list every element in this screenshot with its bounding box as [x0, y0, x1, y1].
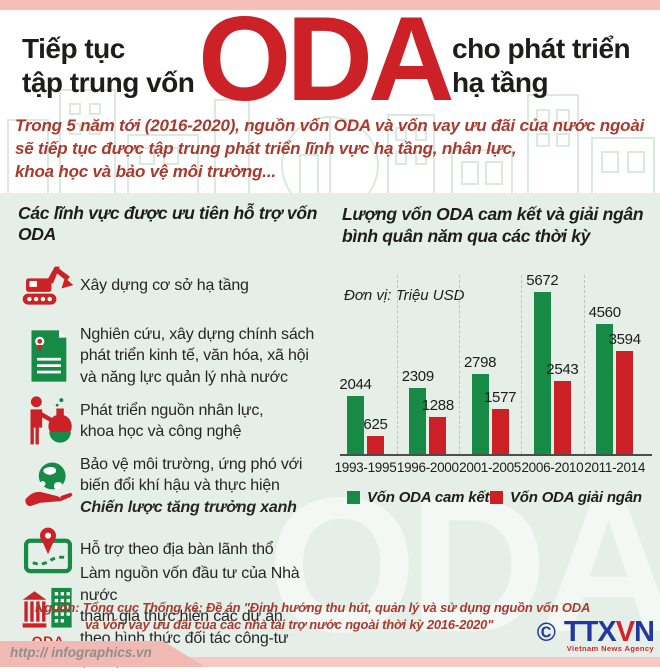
sector-item-infrastructure: Xây dựng cơ sở hạ tầng: [16, 261, 334, 311]
legend-entry: Vốn ODA cam kết: [347, 489, 490, 506]
sector-item-ppp: ODA Làm nguồn vốn đầu tư của Nhà nước th…: [16, 565, 334, 668]
bar-value-label: 2543: [546, 361, 579, 379]
ttxvn-logo-text: TTXVN: [563, 616, 655, 648]
bar-Vốn ODA cam kết: 2798: [464, 354, 496, 454]
bar-Vốn ODA giải ngân: 625: [363, 416, 388, 454]
bar-chart: Đơn vị: Triệu USD 2044 625 1993-1995 2309 12…: [335, 257, 656, 477]
source-note: Nguồn: Tổng cục Thống kê; Đề án "Định hư…: [35, 599, 590, 633]
bar-value-label: 1288: [421, 397, 454, 415]
source-line: và vốn vay ưu đãi của các nhà tài trợ nư…: [85, 617, 494, 632]
bar-value-label: 2044: [339, 375, 372, 393]
legend-label: Vốn ODA cam kết: [367, 489, 490, 506]
oda-watermark: ODA: [267, 457, 660, 672]
legend-swatch: [490, 491, 503, 504]
ttxvn-logo: TTXVN Vietnam News Agency: [563, 616, 655, 653]
page-title-oda: ODA: [198, 10, 455, 126]
sector-item-text-emphasis: Chiến lược tăng trưởng xanh: [80, 498, 297, 516]
chart-title: Lượng vốn ODA cam kết và giải ngân bình …: [342, 204, 644, 246]
agency-name: Vietnam News Agency: [566, 644, 654, 653]
bar-Vốn ODA cam kết: 2044: [339, 376, 372, 454]
sector-item-policy: Nghiên cứu, xây dựng chính sách phát tri…: [16, 323, 334, 389]
sectors-heading: Các lĩnh vực được ưu tiên hỗ trợ vốn ODA: [18, 203, 318, 244]
certificate-icon: [16, 328, 80, 384]
category-label: 1996-2000: [396, 460, 459, 475]
bar-value-label: 2309: [401, 368, 434, 386]
globe-hand-icon: [16, 459, 80, 513]
logo-letter: X: [597, 616, 616, 648]
sector-item-text: Xây dựng cơ sở hạ tầng: [80, 277, 249, 295]
source-line: Nguồn: Tổng cục Thống kê; Đề án "Định hư…: [35, 600, 591, 615]
agency-branding: © TTXVN Vietnam News Agency: [536, 616, 655, 653]
sector-item-text: Bảo vệ môi trường, ứng phó với biến đổi …: [80, 432, 302, 540]
sector-item-text-main: Bảo vệ môi trường, ứng phó với biến đổi …: [80, 455, 303, 495]
category-label: 1993-1995: [334, 460, 397, 475]
oda-chart-section: Lượng vốn ODA cam kết và giải ngân bình …: [335, 201, 656, 506]
logo-letter: N: [634, 616, 655, 648]
city-skyline-illustration: [7, 89, 655, 193]
bar-group-2011-2014: 4560 3594: [589, 304, 641, 454]
chart-unit-label: Đơn vị: Triệu USD: [344, 287, 465, 304]
logo-letter: T: [580, 616, 599, 648]
category-label: 2001-2005: [459, 460, 522, 475]
page-title-right: cho phát triển hạ tầng: [452, 32, 631, 100]
main-content: ODA Các lĩnh vực được ưu tiên hỗ trợ vốn…: [0, 193, 660, 672]
sector-item-text: Nghiên cứu, xây dựng chính sách phát tri…: [80, 325, 315, 386]
bar-Vốn ODA giải ngân: 3594: [609, 331, 641, 454]
sector-item-text: Làm nguồn vốn đầu tư của Nhà nước tham g…: [80, 565, 300, 668]
chart-gridline: [583, 275, 585, 454]
bar-Vốn ODA cam kết: 4560: [589, 304, 621, 454]
intro-paragraph: Trong 5 năm tới (2016-2020), nguồn vốn O…: [15, 116, 645, 181]
bar-Vốn ODA giải ngân: 1577: [484, 389, 516, 454]
title-line: tập trung vốn: [22, 67, 195, 98]
bar-group-1993-1995: 2044 625: [339, 376, 388, 454]
bar-value-label: 2798: [464, 354, 497, 372]
chart-gridline: [396, 275, 398, 454]
category-label: 2011-2014: [584, 460, 646, 475]
bar-value-label: 1577: [484, 388, 517, 406]
bar-Vốn ODA cam kết: 2309: [402, 368, 434, 454]
bar-value-label: 4560: [588, 303, 621, 321]
website-url: http:// infographics.vn: [10, 645, 152, 660]
category-label: 2006-2010: [521, 460, 584, 475]
logo-letter: T: [563, 616, 582, 648]
chart-gridline: [458, 275, 460, 454]
sector-item-environment: Bảo vệ môi trường, ứng phó với biến đổi …: [16, 453, 334, 519]
chart-legend: Vốn ODA cam kết Vốn ODA giải ngân: [347, 489, 656, 506]
bottom-pink-strip: [0, 657, 660, 667]
bar-Vốn ODA cam kết: 5672: [526, 272, 559, 454]
page-title-left: Tiếp tục tập trung vốn: [22, 32, 195, 100]
top-pink-band: [0, 0, 660, 10]
legend-swatch: [347, 491, 360, 504]
title-line: hạ tầng: [452, 67, 549, 98]
copyright-icon: ©: [536, 617, 556, 647]
chart-gridline: [521, 275, 523, 454]
bar-group-1996-2000: 2309 1288: [402, 368, 454, 454]
bar-value-label: 625: [363, 416, 388, 434]
priority-sectors-section: Các lĩnh vực được ưu tiên hỗ trợ vốn ODA…: [16, 201, 334, 668]
bar-Vốn ODA giải ngân: 1288: [422, 397, 454, 454]
sector-item-territory: Hỗ trợ theo địa bàn lãnh thổ: [16, 525, 334, 575]
map-pin-icon: [16, 525, 80, 575]
bar-group-2006-2010: 5672 2543: [526, 272, 579, 454]
sector-item-text: Phát triển nguồn nhân lực, khoa học và c…: [80, 401, 264, 441]
title-line: cho phát triển: [452, 33, 631, 64]
excavator-icon: [16, 263, 80, 309]
header: Tiếp tục tập trung vốn ODA cho phát triể…: [0, 10, 660, 193]
chart-baseline: [340, 454, 652, 456]
title-line: Tiếp tục: [22, 33, 125, 64]
bar-Vốn ODA giải ngân: 2543: [546, 361, 579, 454]
logo-letter: V: [615, 616, 635, 648]
sector-item-human-resources: Phát triển nguồn nhân lực, khoa học và c…: [16, 393, 334, 449]
legend-label: Vốn ODA giải ngân: [510, 489, 642, 506]
bar-group-2001-2005: 2798 1577: [464, 354, 516, 454]
legend-entry: Vốn ODA giải ngân: [490, 489, 642, 506]
bar-value-label: 3594: [608, 331, 641, 349]
bar-value-label: 5672: [526, 271, 559, 289]
sector-item-text: Hỗ trợ theo địa bàn lãnh thổ: [80, 541, 274, 559]
researcher-flask-icon: [16, 395, 80, 447]
